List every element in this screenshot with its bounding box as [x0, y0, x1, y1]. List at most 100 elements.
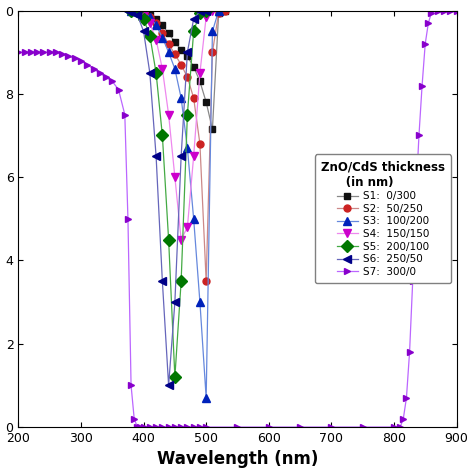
S5:  200/100: (410, 0.6): 200/100: (410, 0.6) — [147, 33, 153, 38]
S6:  250/50: (410, 1.5): 250/50: (410, 1.5) — [147, 70, 153, 76]
S2:  50/250: (510, 1): 50/250: (510, 1) — [210, 49, 215, 55]
S5:  200/100: (390, 0): 200/100: (390, 0) — [135, 8, 140, 13]
S3:  100/200: (420, 0.35): 100/200: (420, 0.35) — [153, 22, 159, 28]
S7:  300/0: (385, 9.8): 300/0: (385, 9.8) — [131, 416, 137, 421]
S4:  150/150: (450, 4): 150/150: (450, 4) — [172, 174, 178, 180]
S3:  100/200: (480, 5): 100/200: (480, 5) — [191, 216, 197, 222]
S5:  200/100: (460, 6.5): 200/100: (460, 6.5) — [178, 278, 184, 284]
S4:  150/150: (400, 0.1): 150/150: (400, 0.1) — [141, 12, 146, 18]
Line: S2:  50/250: S2: 50/250 — [128, 7, 228, 285]
S2:  50/250: (420, 0.3): 50/250: (420, 0.3) — [153, 20, 159, 26]
S2:  50/250: (460, 1.3): 50/250: (460, 1.3) — [178, 62, 184, 67]
S1:  0/300: (480, 1.35): 0/300: (480, 1.35) — [191, 64, 197, 70]
S4:  150/150: (510, 0): 150/150: (510, 0) — [210, 8, 215, 13]
S1:  0/300: (470, 1.1): 0/300: (470, 1.1) — [184, 54, 190, 59]
S1:  0/300: (420, 0.2): 0/300: (420, 0.2) — [153, 16, 159, 22]
S1:  0/300: (490, 1.7): 0/300: (490, 1.7) — [197, 79, 203, 84]
S1:  0/300: (430, 0.35): 0/300: (430, 0.35) — [160, 22, 165, 28]
S4:  150/150: (390, 0): 150/150: (390, 0) — [135, 8, 140, 13]
S1:  0/300: (410, 0.1): 0/300: (410, 0.1) — [147, 12, 153, 18]
S6:  250/50: (420, 3.5): 250/50: (420, 3.5) — [153, 154, 159, 159]
S3:  100/200: (380, 0): 100/200: (380, 0) — [128, 8, 134, 13]
S2:  50/250: (440, 0.8): 50/250: (440, 0.8) — [166, 41, 172, 47]
Line: S3:  100/200: S3: 100/200 — [127, 7, 222, 401]
Legend: S1:  0/300, S2:  50/250, S3:  100/200, S4:  150/150, S5:  200/100, S6:  250/50, : S1: 0/300, S2: 50/250, S3: 100/200, S4: … — [315, 155, 451, 283]
S4:  150/150: (410, 0.3): 150/150: (410, 0.3) — [147, 20, 153, 26]
S6:  250/50: (450, 7): 250/50: (450, 7) — [172, 299, 178, 305]
S2:  50/250: (380, 0): 50/250: (380, 0) — [128, 8, 134, 13]
S6:  250/50: (460, 3.5): 250/50: (460, 3.5) — [178, 154, 184, 159]
S6:  250/50: (430, 6.5): 250/50: (430, 6.5) — [160, 278, 165, 284]
S5:  200/100: (380, 0): 200/100: (380, 0) — [128, 8, 134, 13]
X-axis label: Wavelength (nm): Wavelength (nm) — [157, 450, 318, 468]
S2:  50/250: (410, 0.15): 50/250: (410, 0.15) — [147, 14, 153, 19]
S6:  250/50: (490, 0.02): 250/50: (490, 0.02) — [197, 9, 203, 14]
S6:  250/50: (440, 9): 250/50: (440, 9) — [166, 383, 172, 388]
S3:  100/200: (510, 0.5): 100/200: (510, 0.5) — [210, 28, 215, 34]
S1:  0/300: (530, 0): 0/300: (530, 0) — [222, 8, 228, 13]
S3:  100/200: (470, 3.3): 100/200: (470, 3.3) — [184, 145, 190, 151]
S6:  250/50: (380, 0): 250/50: (380, 0) — [128, 8, 134, 13]
S7:  300/0: (870, 0): 300/0: (870, 0) — [435, 8, 440, 13]
S7:  300/0: (300, 1.2): 300/0: (300, 1.2) — [78, 58, 84, 64]
S4:  150/150: (490, 1.5): 150/150: (490, 1.5) — [197, 70, 203, 76]
S7:  300/0: (260, 1): 300/0: (260, 1) — [53, 49, 59, 55]
S5:  200/100: (430, 3): 200/100: (430, 3) — [160, 133, 165, 138]
S7:  300/0: (890, 0): 300/0: (890, 0) — [447, 8, 453, 13]
S6:  250/50: (400, 0.5): 250/50: (400, 0.5) — [141, 28, 146, 34]
S2:  50/250: (490, 3.2): 50/250: (490, 3.2) — [197, 141, 203, 146]
S4:  150/150: (420, 0.7): 150/150: (420, 0.7) — [153, 37, 159, 43]
S1:  0/300: (520, 0.05): 0/300: (520, 0.05) — [216, 10, 221, 16]
S2:  50/250: (400, 0.05): 50/250: (400, 0.05) — [141, 10, 146, 16]
S5:  200/100: (500, 0): 200/100: (500, 0) — [203, 8, 209, 13]
S5:  200/100: (480, 0.5): 200/100: (480, 0.5) — [191, 28, 197, 34]
S6:  250/50: (375, 0): 250/50: (375, 0) — [125, 8, 131, 13]
S2:  50/250: (470, 1.6): 50/250: (470, 1.6) — [184, 74, 190, 80]
S6:  250/50: (500, 0): 250/50: (500, 0) — [203, 8, 209, 13]
S2:  50/250: (390, 0): 50/250: (390, 0) — [135, 8, 140, 13]
S1:  0/300: (380, 0): 0/300: (380, 0) — [128, 8, 134, 13]
S2:  50/250: (430, 0.55): 50/250: (430, 0.55) — [160, 31, 165, 36]
S4:  150/150: (470, 5.2): 150/150: (470, 5.2) — [184, 224, 190, 230]
S4:  150/150: (480, 3.5): 150/150: (480, 3.5) — [191, 154, 197, 159]
S3:  100/200: (400, 0.05): 100/200: (400, 0.05) — [141, 10, 146, 16]
S1:  0/300: (400, 0.05): 0/300: (400, 0.05) — [141, 10, 146, 16]
S7:  300/0: (900, 0): 300/0: (900, 0) — [454, 8, 459, 13]
S1:  0/300: (390, 0): 0/300: (390, 0) — [135, 8, 140, 13]
S3:  100/200: (500, 9.3): 100/200: (500, 9.3) — [203, 395, 209, 401]
Line: S7:  300/0: S7: 300/0 — [15, 7, 460, 430]
S7:  300/0: (200, 1): 300/0: (200, 1) — [16, 49, 21, 55]
S5:  200/100: (470, 2.5): 200/100: (470, 2.5) — [184, 112, 190, 118]
S4:  150/150: (380, 0): 150/150: (380, 0) — [128, 8, 134, 13]
S4:  150/150: (460, 5.5): 150/150: (460, 5.5) — [178, 237, 184, 243]
S5:  200/100: (400, 0.2): 200/100: (400, 0.2) — [141, 16, 146, 22]
S2:  50/250: (500, 6.5): 50/250: (500, 6.5) — [203, 278, 209, 284]
S3:  100/200: (520, 0): 100/200: (520, 0) — [216, 8, 221, 13]
S4:  150/150: (440, 2.5): 150/150: (440, 2.5) — [166, 112, 172, 118]
S4:  150/150: (500, 0.15): 150/150: (500, 0.15) — [203, 14, 209, 19]
S6:  250/50: (470, 1): 250/50: (470, 1) — [184, 49, 190, 55]
Line: S5:  200/100: S5: 200/100 — [127, 6, 210, 381]
S3:  100/200: (430, 0.65): 100/200: (430, 0.65) — [160, 35, 165, 40]
S4:  150/150: (430, 1.4): 150/150: (430, 1.4) — [160, 66, 165, 72]
S2:  50/250: (530, 0): 50/250: (530, 0) — [222, 8, 228, 13]
S7:  300/0: (330, 1.5): 300/0: (330, 1.5) — [97, 70, 102, 76]
S5:  200/100: (420, 1.5): 200/100: (420, 1.5) — [153, 70, 159, 76]
S2:  50/250: (450, 1.05): 50/250: (450, 1.05) — [172, 52, 178, 57]
S1:  0/300: (450, 0.75): 0/300: (450, 0.75) — [172, 39, 178, 45]
Line: S1:  0/300: S1: 0/300 — [128, 7, 228, 133]
S1:  0/300: (500, 2.2): 0/300: (500, 2.2) — [203, 100, 209, 105]
S1:  0/300: (440, 0.55): 0/300: (440, 0.55) — [166, 31, 172, 36]
S2:  50/250: (520, 0.05): 50/250: (520, 0.05) — [216, 10, 221, 16]
S3:  100/200: (410, 0.15): 100/200: (410, 0.15) — [147, 14, 153, 19]
Line: S4:  150/150: S4: 150/150 — [127, 7, 216, 244]
S7:  300/0: (390, 10): 300/0: (390, 10) — [135, 424, 140, 430]
S6:  250/50: (390, 0.1): 250/50: (390, 0.1) — [135, 12, 140, 18]
Line: S6:  250/50: S6: 250/50 — [124, 7, 210, 389]
S5:  200/100: (450, 8.8): 200/100: (450, 8.8) — [172, 374, 178, 380]
S3:  100/200: (390, 0): 100/200: (390, 0) — [135, 8, 140, 13]
S7:  300/0: (855, 0.3): 300/0: (855, 0.3) — [426, 20, 431, 26]
S3:  100/200: (460, 2.1): 100/200: (460, 2.1) — [178, 95, 184, 101]
S3:  100/200: (490, 7): 100/200: (490, 7) — [197, 299, 203, 305]
S1:  0/300: (510, 2.85): 0/300: (510, 2.85) — [210, 127, 215, 132]
